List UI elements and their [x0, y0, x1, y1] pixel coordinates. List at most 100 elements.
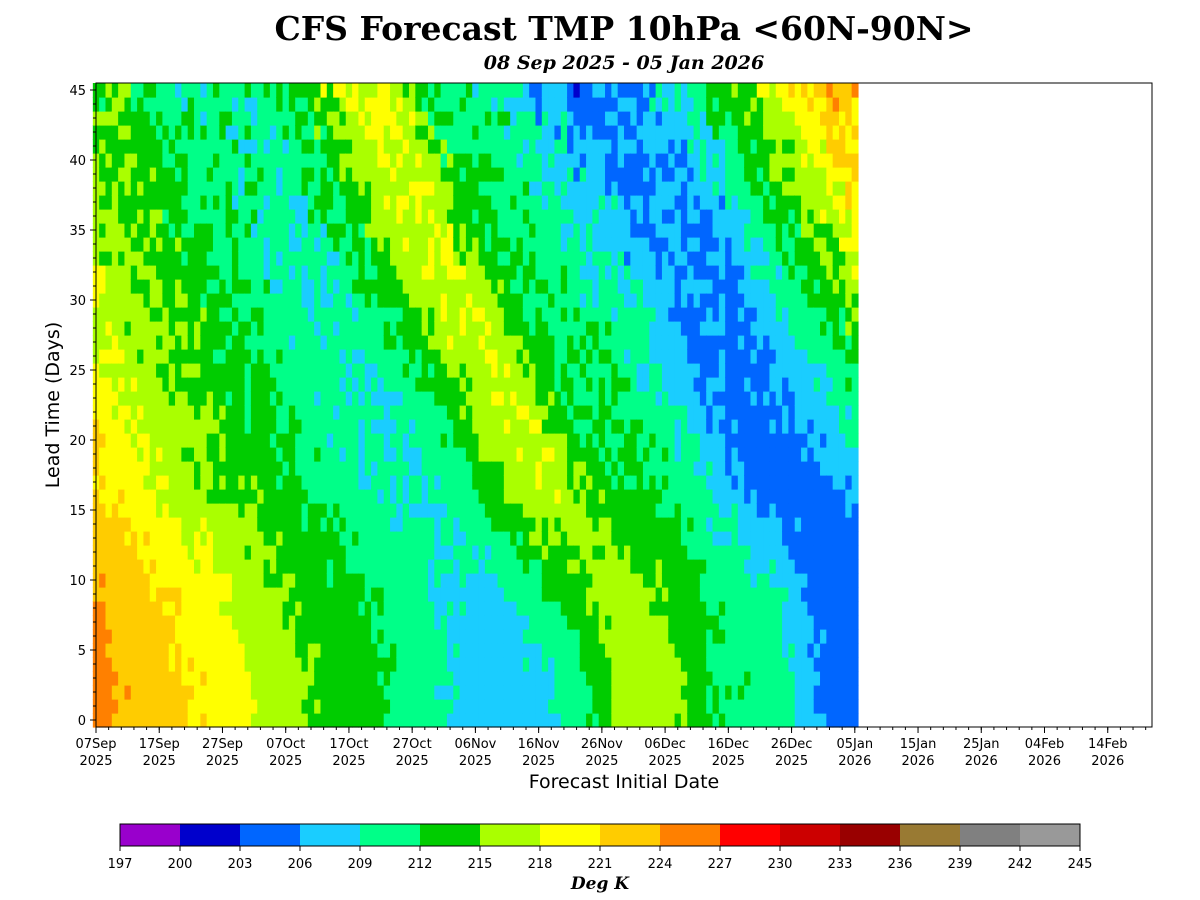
heatmap-cell	[320, 181, 328, 196]
heatmap-cell	[250, 181, 258, 196]
heatmap-cell	[421, 181, 429, 196]
heatmap-cell	[427, 475, 435, 490]
heatmap-cell	[124, 377, 132, 392]
heatmap-cell	[339, 587, 347, 602]
heatmap-cell	[295, 237, 303, 252]
heatmap-cell	[99, 279, 107, 294]
heatmap-cell	[718, 657, 726, 672]
heatmap-cell	[503, 615, 511, 630]
heatmap-cell	[484, 587, 492, 602]
heatmap-cell	[712, 307, 720, 322]
heatmap-cell	[137, 335, 145, 350]
heatmap-cell	[137, 97, 145, 112]
heatmap-cell	[503, 307, 511, 322]
heatmap-cell	[244, 433, 252, 448]
heatmap-cell	[592, 517, 600, 532]
heatmap-cell	[111, 265, 119, 280]
heatmap-cell	[484, 685, 492, 700]
heatmap-cell	[409, 307, 416, 322]
heatmap-cell	[484, 97, 492, 112]
heatmap-cell	[661, 601, 669, 616]
heatmap-cell	[333, 699, 341, 714]
heatmap-cell	[288, 573, 296, 588]
heatmap-cell	[750, 307, 758, 322]
heatmap-cell	[137, 363, 145, 378]
heatmap-cell	[605, 223, 612, 238]
heatmap-cell	[655, 223, 663, 238]
heatmap-cell	[680, 475, 688, 490]
heatmap-cell	[269, 573, 277, 588]
heatmap-cell	[750, 223, 758, 238]
heatmap-cell	[314, 251, 322, 266]
heatmap-cell	[409, 167, 416, 182]
heatmap-cell	[725, 223, 733, 238]
heatmap-cell	[680, 209, 688, 224]
heatmap-cell	[611, 167, 619, 182]
heatmap-cell	[257, 391, 265, 406]
heatmap-cell	[592, 601, 600, 616]
heatmap-cell	[257, 419, 265, 434]
heatmap-cell	[352, 433, 360, 448]
heatmap-cell	[586, 475, 593, 490]
heatmap-cell	[535, 139, 543, 154]
heatmap-cell	[99, 97, 107, 112]
heatmap-cell	[718, 503, 726, 518]
heatmap-cell	[510, 321, 518, 336]
heatmap-cell	[617, 391, 625, 406]
heatmap-cell	[636, 419, 644, 434]
heatmap-cell	[484, 643, 492, 658]
heatmap-cell	[459, 167, 467, 182]
heatmap-cell	[453, 433, 461, 448]
heatmap-cell	[484, 237, 492, 252]
heatmap-cell	[358, 699, 366, 714]
heatmap-cell	[775, 657, 783, 672]
heatmap-cell	[130, 419, 138, 434]
heatmap-cell	[611, 377, 619, 392]
heatmap-cell	[446, 181, 454, 196]
heatmap-cell	[111, 657, 119, 672]
heatmap-cell	[693, 363, 701, 378]
heatmap-cell	[674, 629, 682, 644]
heatmap-cell	[624, 419, 631, 434]
heatmap-cell	[168, 167, 176, 182]
heatmap-cell	[130, 699, 138, 714]
heatmap-cell	[440, 503, 448, 518]
heatmap-cell	[111, 405, 119, 420]
heatmap-cell	[130, 363, 138, 378]
heatmap-cell	[231, 167, 239, 182]
heatmap-cell	[194, 671, 201, 686]
heatmap-cell	[377, 419, 385, 434]
heatmap-cell	[744, 643, 752, 658]
heatmap-cell	[503, 531, 511, 546]
heatmap-cell	[307, 377, 315, 392]
heatmap-cell	[642, 195, 650, 210]
heatmap-cell	[156, 153, 163, 168]
heatmap-cell	[276, 251, 284, 266]
heatmap-cell	[554, 475, 562, 490]
heatmap-cell	[503, 125, 511, 140]
heatmap-cell	[377, 685, 385, 700]
heatmap-cell	[516, 615, 524, 630]
heatmap-cell	[516, 153, 524, 168]
heatmap-cell	[352, 685, 360, 700]
heatmap-cell	[567, 671, 575, 686]
heatmap-cell	[484, 657, 492, 672]
heatmap-cell	[143, 629, 151, 644]
heatmap-cell	[573, 111, 581, 126]
heatmap-cell	[168, 377, 176, 392]
heatmap-cell	[668, 223, 676, 238]
heatmap-cell	[630, 671, 638, 686]
heatmap-cell	[611, 237, 619, 252]
heatmap-cell	[421, 419, 429, 434]
heatmap-cell	[712, 587, 720, 602]
heatmap-cell	[446, 629, 454, 644]
heatmap-cell	[554, 97, 562, 112]
heatmap-cell	[446, 671, 454, 686]
heatmap-cell	[156, 209, 163, 224]
heatmap-cell	[111, 503, 119, 518]
heatmap-cell	[750, 573, 758, 588]
heatmap-cell	[756, 517, 764, 532]
heatmap-cell	[124, 587, 132, 602]
heatmap-cell	[598, 461, 606, 476]
heatmap-cell	[390, 629, 397, 644]
